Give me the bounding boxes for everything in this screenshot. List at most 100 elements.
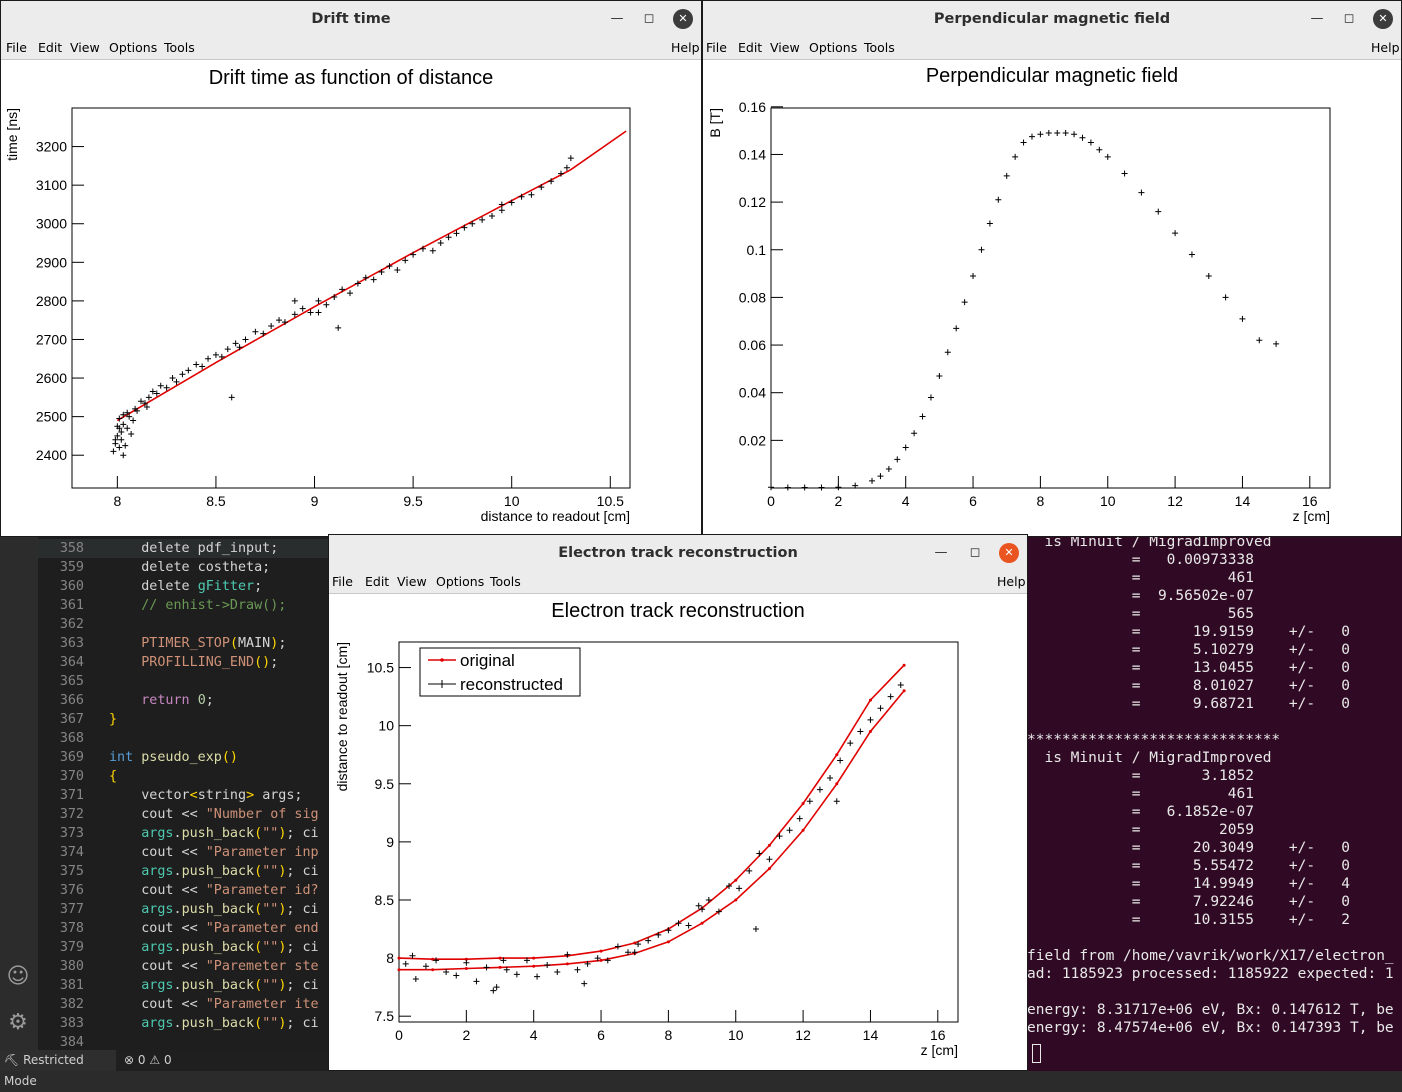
title-bar[interactable]: Perpendicular magnetic field — ◻ ✕ — [703, 1, 1401, 38]
code-line[interactable]: 363 PTIMER_STOP(MAIN); — [38, 634, 330, 653]
menu-tools[interactable]: Tools — [164, 40, 195, 55]
menu-edit[interactable]: Edit — [38, 40, 63, 55]
code-token: // enhist->Draw(); — [109, 598, 287, 613]
code-area[interactable]: 358 delete pdf_input; 359 delete costheta… — [38, 536, 330, 1050]
warning-count: 0 — [163, 1053, 172, 1067]
code-token: int — [109, 750, 142, 765]
code-line[interactable]: 369 int pseudo_exp() — [38, 748, 330, 767]
window-track-reconstruction[interactable]: Electron track reconstruction — ◻ ✕ File… — [328, 534, 1028, 1071]
code-token: ( — [229, 636, 238, 651]
magnetic-field-chart[interactable]: Perpendicular magnetic field 0 2 4 6 8 10 12 14 1… — [703, 60, 1401, 536]
close-button[interactable]: ✕ — [999, 543, 1019, 563]
data-point — [433, 957, 440, 964]
gear-icon[interactable]: ⚙ — [8, 1010, 28, 1035]
x-tick-label: 8.5 — [206, 493, 226, 509]
menu-view[interactable]: View — [70, 40, 100, 55]
code-line[interactable]: 366 return 0; — [38, 691, 330, 710]
code-token: "Parameter end — [205, 921, 319, 936]
menu-options[interactable]: Options — [436, 574, 485, 589]
drift-time-chart[interactable]: Drift time as function of distance 8 8.5 9 9… — [1, 60, 701, 536]
close-button[interactable]: ✕ — [673, 9, 693, 29]
data-point — [453, 972, 460, 979]
window-magnetic-field[interactable]: Perpendicular magnetic field — ◻ ✕ File … — [702, 0, 1402, 537]
code-line[interactable]: 372 cout << "Number of sig — [38, 805, 330, 824]
menu-file[interactable]: File — [332, 574, 353, 589]
code-line[interactable]: 380 cout << "Paremeter ste — [38, 957, 330, 976]
code-token: ( — [254, 940, 263, 955]
maximize-button[interactable]: ◻ — [643, 11, 655, 26]
code-line[interactable]: 371 vector<string> args; — [38, 786, 330, 805]
maximize-button[interactable]: ◻ — [969, 545, 981, 560]
data-point — [877, 473, 884, 480]
code-line[interactable]: 370 { — [38, 767, 330, 786]
code-line[interactable]: 375 args.push_back(""); ci — [38, 862, 330, 881]
code-line[interactable]: 373 args.push_back(""); ci — [38, 824, 330, 843]
menu-view[interactable]: View — [770, 40, 800, 55]
menu-view[interactable]: View — [397, 574, 427, 589]
maximize-button[interactable]: ◻ — [1343, 11, 1355, 26]
problems-indicator[interactable]: ⊗ 0 ⚠ 0 — [124, 1050, 172, 1071]
minimize-button[interactable]: — — [610, 11, 624, 26]
menu-options[interactable]: Options — [809, 40, 858, 55]
code-line[interactable]: 368 — [38, 729, 330, 748]
code-line[interactable]: 376 cout << "Parameter id? — [38, 881, 330, 900]
menu-options[interactable]: Options — [109, 40, 158, 55]
title-bar[interactable]: Drift time — ◻ ✕ — [1, 1, 701, 38]
menu-help[interactable]: Help — [671, 40, 700, 55]
menu-help[interactable]: Help — [1371, 40, 1400, 55]
minimize-button[interactable]: — — [1310, 11, 1324, 26]
code-line[interactable]: 360 delete gFitter; — [38, 577, 330, 596]
code-line[interactable]: 358 delete pdf_input; — [38, 539, 330, 558]
data-point — [631, 949, 638, 956]
code-line[interactable]: 362 — [38, 615, 330, 634]
code-line[interactable]: 383 args.push_back(""); ci — [38, 1014, 330, 1033]
line-number: 365 — [59, 674, 84, 689]
code-line[interactable]: 364 PROFILLING_END(); — [38, 653, 330, 672]
terminal[interactable]: is Minuit / MigradImproved = 0.00973338 … — [1027, 536, 1402, 1071]
data-point — [461, 224, 468, 231]
code-line[interactable]: 382 cout << "Parameter ite — [38, 995, 330, 1014]
line-number: 359 — [59, 560, 84, 575]
data-point — [260, 330, 267, 337]
title-bar[interactable]: Electron track reconstruction — ◻ ✕ — [329, 535, 1027, 572]
code-line[interactable]: 359 delete costheta; — [38, 558, 330, 577]
y-tick-label: 0.08 — [739, 289, 766, 305]
menu-tools[interactable]: Tools — [490, 574, 521, 589]
data-point — [179, 371, 186, 378]
data-point — [1028, 133, 1035, 140]
code-line[interactable]: 384 — [38, 1033, 330, 1050]
window-drift-time[interactable]: Drift time — ◻ ✕ File Edit View Options … — [0, 0, 702, 537]
data-point — [869, 477, 876, 484]
code-token: ; ci — [286, 978, 319, 993]
code-line[interactable]: 377 args.push_back(""); ci — [38, 900, 330, 919]
code-line[interactable]: 374 cout << "Parameter inp — [38, 843, 330, 862]
code-token: ; ci — [286, 826, 319, 841]
menu-bar: File Edit View Options Tools Help — [703, 37, 1401, 60]
data-point — [218, 353, 225, 360]
data-point — [1256, 337, 1263, 344]
data-point — [581, 980, 588, 987]
data-point — [944, 349, 951, 356]
line-point — [767, 843, 771, 847]
code-token: ) — [278, 940, 287, 955]
data-point — [818, 484, 825, 491]
menu-file[interactable]: File — [706, 40, 727, 55]
code-line[interactable]: 379 args.push_back(""); ci — [38, 938, 330, 957]
menu-file[interactable]: File — [6, 40, 27, 55]
minimize-button[interactable]: — — [934, 545, 948, 560]
menu-tools[interactable]: Tools — [864, 40, 895, 55]
code-line[interactable]: 367} — [38, 710, 330, 729]
close-button[interactable]: ✕ — [1373, 9, 1393, 29]
code-line[interactable]: 378 cout << "Parameter end — [38, 919, 330, 938]
code-line[interactable]: 381 args.push_back(""); ci — [38, 976, 330, 995]
menu-help[interactable]: Help — [997, 574, 1026, 589]
track-reconstruction-chart[interactable]: Electron track reconstruction 0 2 4 6 8 10 12 14… — [329, 594, 1027, 1070]
menu-edit[interactable]: Edit — [365, 574, 390, 589]
menu-edit[interactable]: Edit — [738, 40, 763, 55]
x-tick-label: 12 — [795, 1027, 811, 1043]
code-line[interactable]: 365 — [38, 672, 330, 691]
restricted-mode-badge[interactable]: ⛏ Restricted Mode — [0, 1050, 116, 1088]
code-line[interactable]: 361 // enhist->Draw(); — [38, 596, 330, 615]
account-icon[interactable]: ☺ — [6, 964, 30, 989]
data-point — [995, 196, 1002, 203]
